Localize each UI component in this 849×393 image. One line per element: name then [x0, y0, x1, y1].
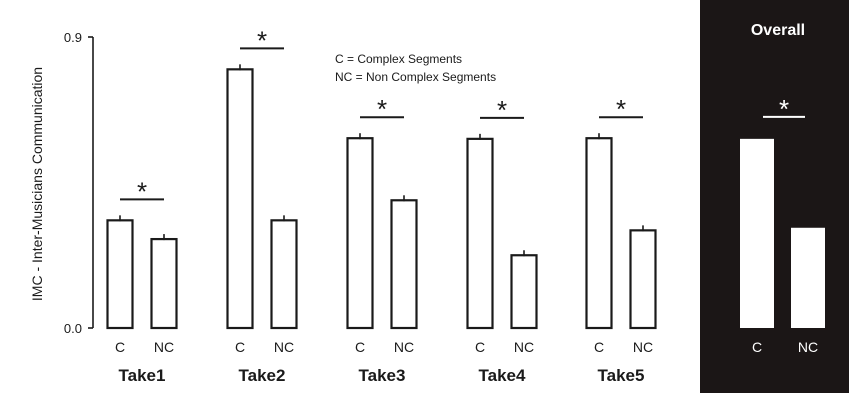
take3-bar-nc	[390, 199, 418, 330]
take5-bar-c	[585, 137, 613, 330]
overall-title: Overall	[751, 22, 805, 39]
take5-category-label-c: C	[594, 339, 604, 355]
take3-significance-star: *	[377, 94, 387, 124]
take4-bar-c	[466, 137, 494, 330]
take4-category-label-c: C	[475, 339, 485, 355]
take2-category-label-c: C	[235, 339, 245, 355]
take3-group-label: Take3	[359, 366, 406, 385]
take1-category-label-c: C	[115, 339, 125, 355]
take4-group-label: Take4	[479, 366, 526, 385]
take1-bar-nc	[150, 237, 178, 330]
take4-category-label-nc: NC	[514, 339, 534, 355]
take1-group-label: Take1	[119, 366, 166, 385]
legend-complex: C = Complex Segments	[335, 52, 462, 66]
take5-category-label-nc: NC	[633, 339, 653, 355]
y-tick-label-max: 0.9	[64, 30, 82, 45]
take4-bar-nc	[510, 254, 538, 330]
overall-category-label-nc: NC	[798, 339, 818, 355]
take2-significance-star: *	[257, 25, 267, 55]
take2-bar-nc	[270, 219, 298, 330]
y-tick-label-min: 0.0	[64, 321, 82, 336]
overall-significance-star: *	[779, 94, 789, 124]
take5-group-label: Take5	[598, 366, 645, 385]
y-axis-label: IMC - Inter-Musicians Communication	[29, 67, 45, 301]
take3-category-label-nc: NC	[394, 339, 414, 355]
take2-bar-c	[226, 68, 254, 330]
take1-category-label-nc: NC	[154, 339, 174, 355]
overall-bar-c	[740, 138, 774, 328]
take1-bar-c	[106, 219, 134, 330]
overall-panel-background	[700, 0, 849, 393]
legend-non-complex: NC = Non Complex Segments	[335, 70, 496, 84]
take4-significance-star: *	[497, 95, 507, 125]
take1-significance-star: *	[137, 176, 147, 206]
take2-category-label-nc: NC	[274, 339, 294, 355]
take3-category-label-c: C	[355, 339, 365, 355]
take5-significance-star: *	[616, 94, 626, 124]
overall-category-label-c: C	[752, 339, 762, 355]
take3-bar-c	[346, 137, 374, 330]
overall-bar-nc	[791, 227, 825, 328]
take2-group-label: Take2	[239, 366, 286, 385]
take5-bar-nc	[629, 229, 657, 330]
